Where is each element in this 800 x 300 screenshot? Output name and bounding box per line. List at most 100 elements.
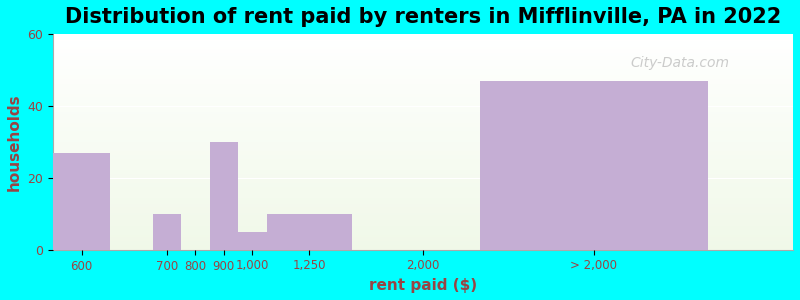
Bar <box>53 164 793 166</box>
Bar <box>53 34 793 36</box>
Bar <box>53 105 793 107</box>
Bar <box>53 189 793 191</box>
Bar <box>53 241 793 243</box>
Bar <box>53 170 793 172</box>
Bar <box>53 218 793 220</box>
Bar <box>53 116 793 118</box>
Bar <box>53 45 793 47</box>
Bar <box>53 112 793 114</box>
Bar <box>53 133 793 135</box>
X-axis label: rent paid ($): rent paid ($) <box>369 278 477 293</box>
Bar <box>53 77 793 80</box>
Bar <box>53 215 793 217</box>
Bar <box>53 131 793 133</box>
Bar <box>53 207 793 209</box>
Bar <box>53 245 793 247</box>
Bar <box>53 142 793 144</box>
Bar <box>53 235 793 237</box>
Bar <box>53 120 793 122</box>
Bar <box>53 36 793 38</box>
Bar <box>53 209 793 211</box>
Bar <box>210 142 238 250</box>
Bar <box>53 198 793 200</box>
Bar <box>53 135 793 138</box>
Bar <box>53 183 793 185</box>
Bar <box>53 151 793 153</box>
Bar <box>53 166 793 168</box>
Title: Distribution of rent paid by renters in Mifflinville, PA in 2022: Distribution of rent paid by renters in … <box>65 7 782 27</box>
Bar <box>53 205 793 207</box>
Bar <box>53 47 793 49</box>
Bar <box>53 114 793 116</box>
Bar <box>53 146 793 148</box>
Bar <box>53 181 793 183</box>
Bar <box>53 110 793 112</box>
Bar <box>53 232 793 235</box>
Bar <box>53 53 793 56</box>
Bar <box>53 73 793 75</box>
Bar <box>53 230 793 232</box>
Bar <box>53 228 793 230</box>
Bar <box>53 153 793 155</box>
Bar <box>53 94 793 97</box>
Bar <box>53 107 793 110</box>
Bar <box>53 101 793 103</box>
Bar <box>53 38 793 40</box>
Bar <box>53 226 793 228</box>
Bar <box>53 66 793 69</box>
Y-axis label: households: households <box>7 93 22 191</box>
Bar <box>153 214 181 250</box>
Bar <box>53 56 793 58</box>
Bar <box>53 185 793 187</box>
Bar <box>53 86 793 88</box>
Bar <box>53 194 793 196</box>
Bar <box>53 84 793 86</box>
Bar <box>53 71 793 73</box>
Bar <box>53 200 793 202</box>
Bar <box>53 213 793 215</box>
Bar <box>53 127 793 129</box>
Bar <box>53 75 793 77</box>
Bar <box>53 148 793 151</box>
Bar <box>266 214 352 250</box>
Bar <box>53 220 793 222</box>
Bar <box>53 80 793 82</box>
Bar <box>53 69 793 71</box>
Bar <box>480 81 708 250</box>
Bar <box>53 222 793 224</box>
Bar <box>53 191 793 194</box>
Bar <box>53 60 793 62</box>
Bar <box>53 140 793 142</box>
Bar <box>53 90 793 92</box>
Bar <box>53 187 793 189</box>
Bar <box>53 172 793 174</box>
Bar <box>53 58 793 60</box>
Bar <box>53 92 793 95</box>
Bar <box>53 122 793 125</box>
Bar <box>53 103 793 105</box>
Bar <box>53 237 793 239</box>
Bar <box>53 239 793 241</box>
Bar <box>53 82 793 84</box>
Bar <box>53 176 793 178</box>
Bar <box>53 168 793 170</box>
Bar <box>53 248 793 250</box>
Bar <box>53 153 110 250</box>
Bar <box>53 125 793 127</box>
Bar <box>53 224 793 226</box>
Text: City-Data.com: City-Data.com <box>630 56 730 70</box>
Bar <box>53 43 793 45</box>
Bar <box>53 155 793 157</box>
Bar <box>53 40 793 43</box>
Bar <box>53 178 793 181</box>
Bar <box>53 97 793 99</box>
Bar <box>53 161 793 164</box>
Bar <box>53 243 793 245</box>
Bar <box>53 138 793 140</box>
Bar <box>53 51 793 53</box>
Bar <box>53 88 793 90</box>
Bar <box>53 202 793 205</box>
Bar <box>53 64 793 66</box>
Bar <box>53 99 793 101</box>
Bar <box>53 49 793 51</box>
